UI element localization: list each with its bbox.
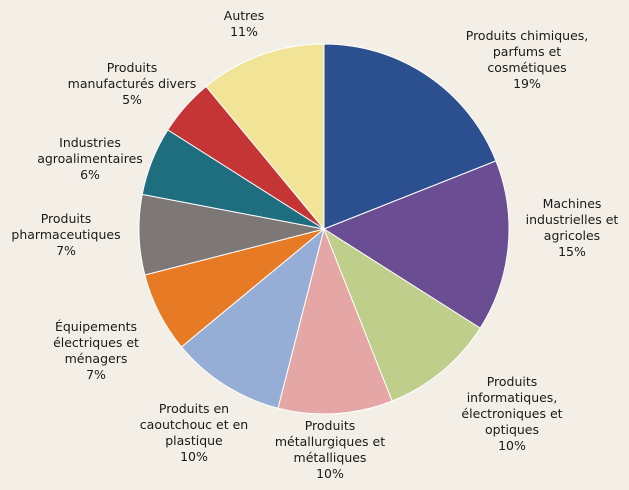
pie-label-percent: 19% (513, 76, 541, 91)
pie-slice-produits-metallurgiques-et-metalliques (277, 227, 393, 415)
pie-label-line: Produits (305, 418, 356, 433)
pie-label-line: optiques (485, 422, 539, 437)
pie-label-produits-pharmaceutiques: Produits pharmaceutiques 7% (11, 211, 120, 258)
pie-label-percent: 11% (230, 24, 258, 39)
pie-label-line: caoutchouc et en (140, 417, 248, 432)
pie-label-machines-industrielles-et-agricoles: Machines industrielles et agricoles 15% (526, 196, 619, 259)
pie-label-percent: 10% (180, 449, 208, 464)
pie-label-produits-chimiques-parfums-et-cosmetiques: Produits chimiques, parfums et cosmétiques… (466, 28, 589, 91)
pie-label-line: cosmétiques (487, 60, 566, 75)
pie-label-percent: 10% (498, 438, 526, 453)
pie-label-percent: 10% (316, 466, 344, 481)
pie-slice-produits-chimiques-parfums-et-cosmetiques (323, 43, 497, 230)
pie-label-produits-metallurgiques-et-metalliques: Produits métallurgiques et métalliques 10% (275, 418, 385, 481)
pie-label-equipements-electriques-et-menagers: Équipements électriques et ménagers 7% (53, 319, 139, 382)
pie-label-line: Produits (107, 60, 158, 75)
pie-label-industries-agroalimentaires: Industries agroalimentaires 6% (37, 135, 143, 182)
pie-label-produits-informatiques-electroniques-et-optiques: Produits informatiques, électroniques et op… (461, 374, 562, 453)
pie-label-line: Produits (41, 211, 92, 226)
pie-label-line: informatiques, (467, 390, 558, 405)
pie-label-line: industrielles et (526, 212, 619, 227)
pie-label-percent: 7% (56, 243, 76, 258)
pie-slice-produits-informatiques-electroniques-et-optiques (322, 227, 481, 402)
pie-label-produits-en-caoutchouc-et-en-plastique: Produits en caoutchouc et en plastique 10% (140, 401, 248, 464)
pie-slice-autres (205, 43, 325, 231)
pie-label-line: parfums et (493, 44, 561, 59)
pie-label-line: métalliques (294, 450, 367, 465)
pie-label-line: Produits (487, 374, 538, 389)
pie-label-line: électriques et (53, 335, 139, 350)
pie-label-line: ménagers (65, 351, 128, 366)
pie-label-line: Industries (59, 135, 121, 150)
pie-label-line: agricoles (544, 228, 600, 243)
pie-label-percent: 5% (122, 92, 142, 107)
pie-label-line: électroniques et (461, 406, 562, 421)
pie-label-produits-manufactures-divers: Produits manufacturés divers 5% (68, 60, 197, 107)
pie-label-line: Machines (543, 196, 602, 211)
pie-label-line: agroalimentaires (37, 151, 143, 166)
pie-label-percent: 6% (80, 167, 100, 182)
pie-label-line: manufacturés divers (68, 76, 197, 91)
pie-slice-machines-industrielles-et-agricoles (322, 160, 510, 329)
pie-label-autres: Autres 11% (224, 8, 264, 39)
pie-slice-produits-en-caoutchouc-et-en-plastique (180, 227, 325, 409)
pie-label-line: pharmaceutiques (11, 227, 120, 242)
pie-label-line: Produits en (159, 401, 229, 416)
pie-label-percent: 15% (558, 244, 586, 259)
pie-label-percent: 7% (86, 367, 106, 382)
pie-label-line: Autres (224, 8, 264, 23)
pie-label-line: Produits chimiques, (466, 28, 589, 43)
pie-slices (138, 43, 510, 415)
pie-label-line: plastique (165, 433, 223, 448)
pie-label-line: Équipements (55, 319, 137, 334)
pie-label-line: métallurgiques et (275, 434, 385, 449)
pie-labels: Produits chimiques, parfums et cosmétiques… (11, 8, 618, 481)
